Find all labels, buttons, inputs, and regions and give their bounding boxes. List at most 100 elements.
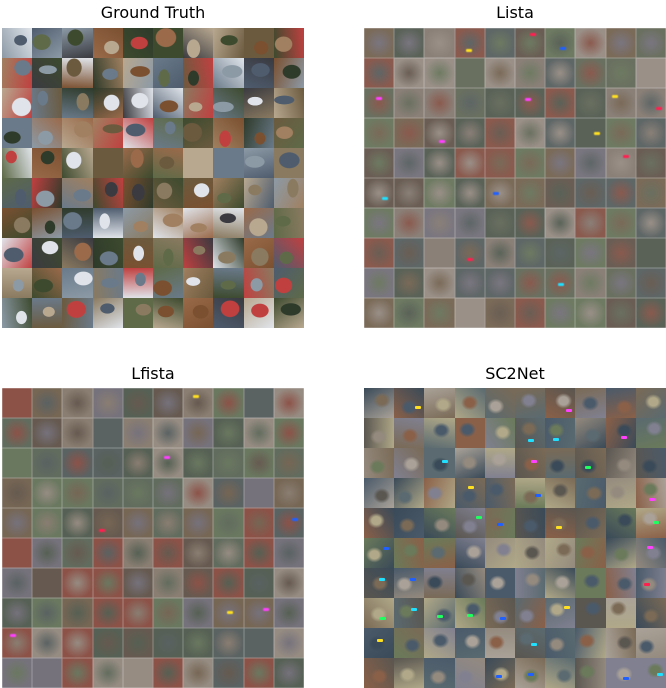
artifact-speck	[193, 394, 200, 398]
image-thumbnail	[484, 478, 515, 508]
image-thumbnail	[575, 658, 606, 688]
image-thumbnail	[575, 178, 606, 208]
image-thumbnail	[32, 148, 63, 178]
image-thumbnail	[545, 178, 576, 208]
image-thumbnail	[454, 388, 485, 418]
image-thumbnail	[183, 568, 214, 598]
image-thumbnail	[515, 538, 546, 568]
image-thumbnail	[424, 88, 455, 118]
image-thumbnail	[364, 58, 395, 88]
image-thumbnail	[273, 478, 304, 508]
artifact-speck	[656, 106, 663, 110]
image-thumbnail	[92, 28, 123, 58]
image-thumbnail	[32, 118, 63, 148]
image-thumbnail	[122, 58, 153, 88]
image-thumbnail	[122, 238, 153, 268]
image-thumbnail	[32, 238, 63, 268]
artifact-speck	[622, 676, 629, 680]
image-thumbnail	[635, 58, 666, 88]
image-thumbnail	[364, 418, 395, 448]
artifact-speck	[534, 494, 541, 498]
image-thumbnail	[273, 418, 304, 448]
image-thumbnail	[454, 268, 485, 298]
image-thumbnail	[394, 658, 425, 688]
image-thumbnail	[62, 568, 93, 598]
image-thumbnail	[92, 238, 123, 268]
image-thumbnail	[605, 28, 636, 58]
artifact-speck	[98, 529, 105, 533]
artifact-speck	[584, 466, 591, 470]
image-thumbnail	[575, 508, 606, 538]
image-thumbnail	[122, 628, 153, 658]
image-thumbnail	[454, 538, 485, 568]
image-thumbnail	[62, 28, 93, 58]
image-thumbnail	[183, 628, 214, 658]
artifact-speck	[262, 608, 269, 611]
image-thumbnail	[635, 478, 666, 508]
artifact-speck	[566, 408, 573, 412]
image-thumbnail	[183, 388, 214, 418]
image-thumbnail	[2, 538, 33, 568]
image-thumbnail	[484, 628, 515, 658]
image-thumbnail	[364, 448, 395, 478]
image-thumbnail	[575, 148, 606, 178]
image-thumbnail	[122, 208, 153, 238]
artifact-speck	[524, 97, 531, 101]
image-thumbnail	[273, 598, 304, 628]
image-thumbnail	[213, 238, 244, 268]
image-thumbnail	[635, 268, 666, 298]
image-thumbnail	[213, 538, 244, 568]
image-thumbnail	[183, 508, 214, 538]
image-thumbnail	[454, 628, 485, 658]
image-thumbnail	[484, 538, 515, 568]
image-thumbnail	[62, 178, 93, 208]
image-thumbnail	[62, 598, 93, 628]
artifact-speck	[557, 282, 564, 286]
artifact-speck	[475, 515, 482, 519]
image-thumbnail	[394, 208, 425, 238]
image-thumbnail	[454, 418, 485, 448]
image-thumbnail	[122, 268, 153, 298]
artifact-speck	[552, 437, 559, 441]
image-thumbnail	[62, 448, 93, 478]
artifact-speck	[497, 522, 504, 526]
image-thumbnail	[454, 598, 485, 628]
image-thumbnail	[243, 208, 274, 238]
image-thumbnail	[424, 148, 455, 178]
image-thumbnail	[213, 58, 244, 88]
image-thumbnail	[213, 298, 244, 328]
image-thumbnail	[515, 178, 546, 208]
image-thumbnail	[153, 448, 184, 478]
image-thumbnail	[575, 298, 606, 328]
image-thumbnail	[545, 628, 576, 658]
artifact-speck	[411, 607, 418, 611]
image-thumbnail	[635, 178, 666, 208]
image-thumbnail	[2, 628, 33, 658]
image-thumbnail	[213, 178, 244, 208]
image-thumbnail	[122, 148, 153, 178]
image-thumbnail	[364, 148, 395, 178]
image-thumbnail	[484, 658, 515, 688]
image-thumbnail	[273, 268, 304, 298]
image-thumbnail	[605, 508, 636, 538]
image-thumbnail	[424, 658, 455, 688]
image-thumbnail	[424, 628, 455, 658]
image-thumbnail	[213, 208, 244, 238]
image-thumbnail	[394, 568, 425, 598]
image-thumbnail	[243, 508, 274, 538]
panel-title-lista: Lista	[496, 3, 534, 22]
image-thumbnail	[92, 478, 123, 508]
image-thumbnail	[635, 538, 666, 568]
image-thumbnail	[424, 508, 455, 538]
image-thumbnail	[394, 88, 425, 118]
image-thumbnail	[92, 508, 123, 538]
image-thumbnail	[122, 448, 153, 478]
image-thumbnail	[635, 28, 666, 58]
image-thumbnail	[545, 478, 576, 508]
image-thumbnail	[635, 658, 666, 688]
image-thumbnail	[243, 238, 274, 268]
image-thumbnail	[605, 628, 636, 658]
image-thumbnail	[454, 118, 485, 148]
artifact-speck	[500, 616, 507, 620]
image-thumbnail	[153, 388, 184, 418]
